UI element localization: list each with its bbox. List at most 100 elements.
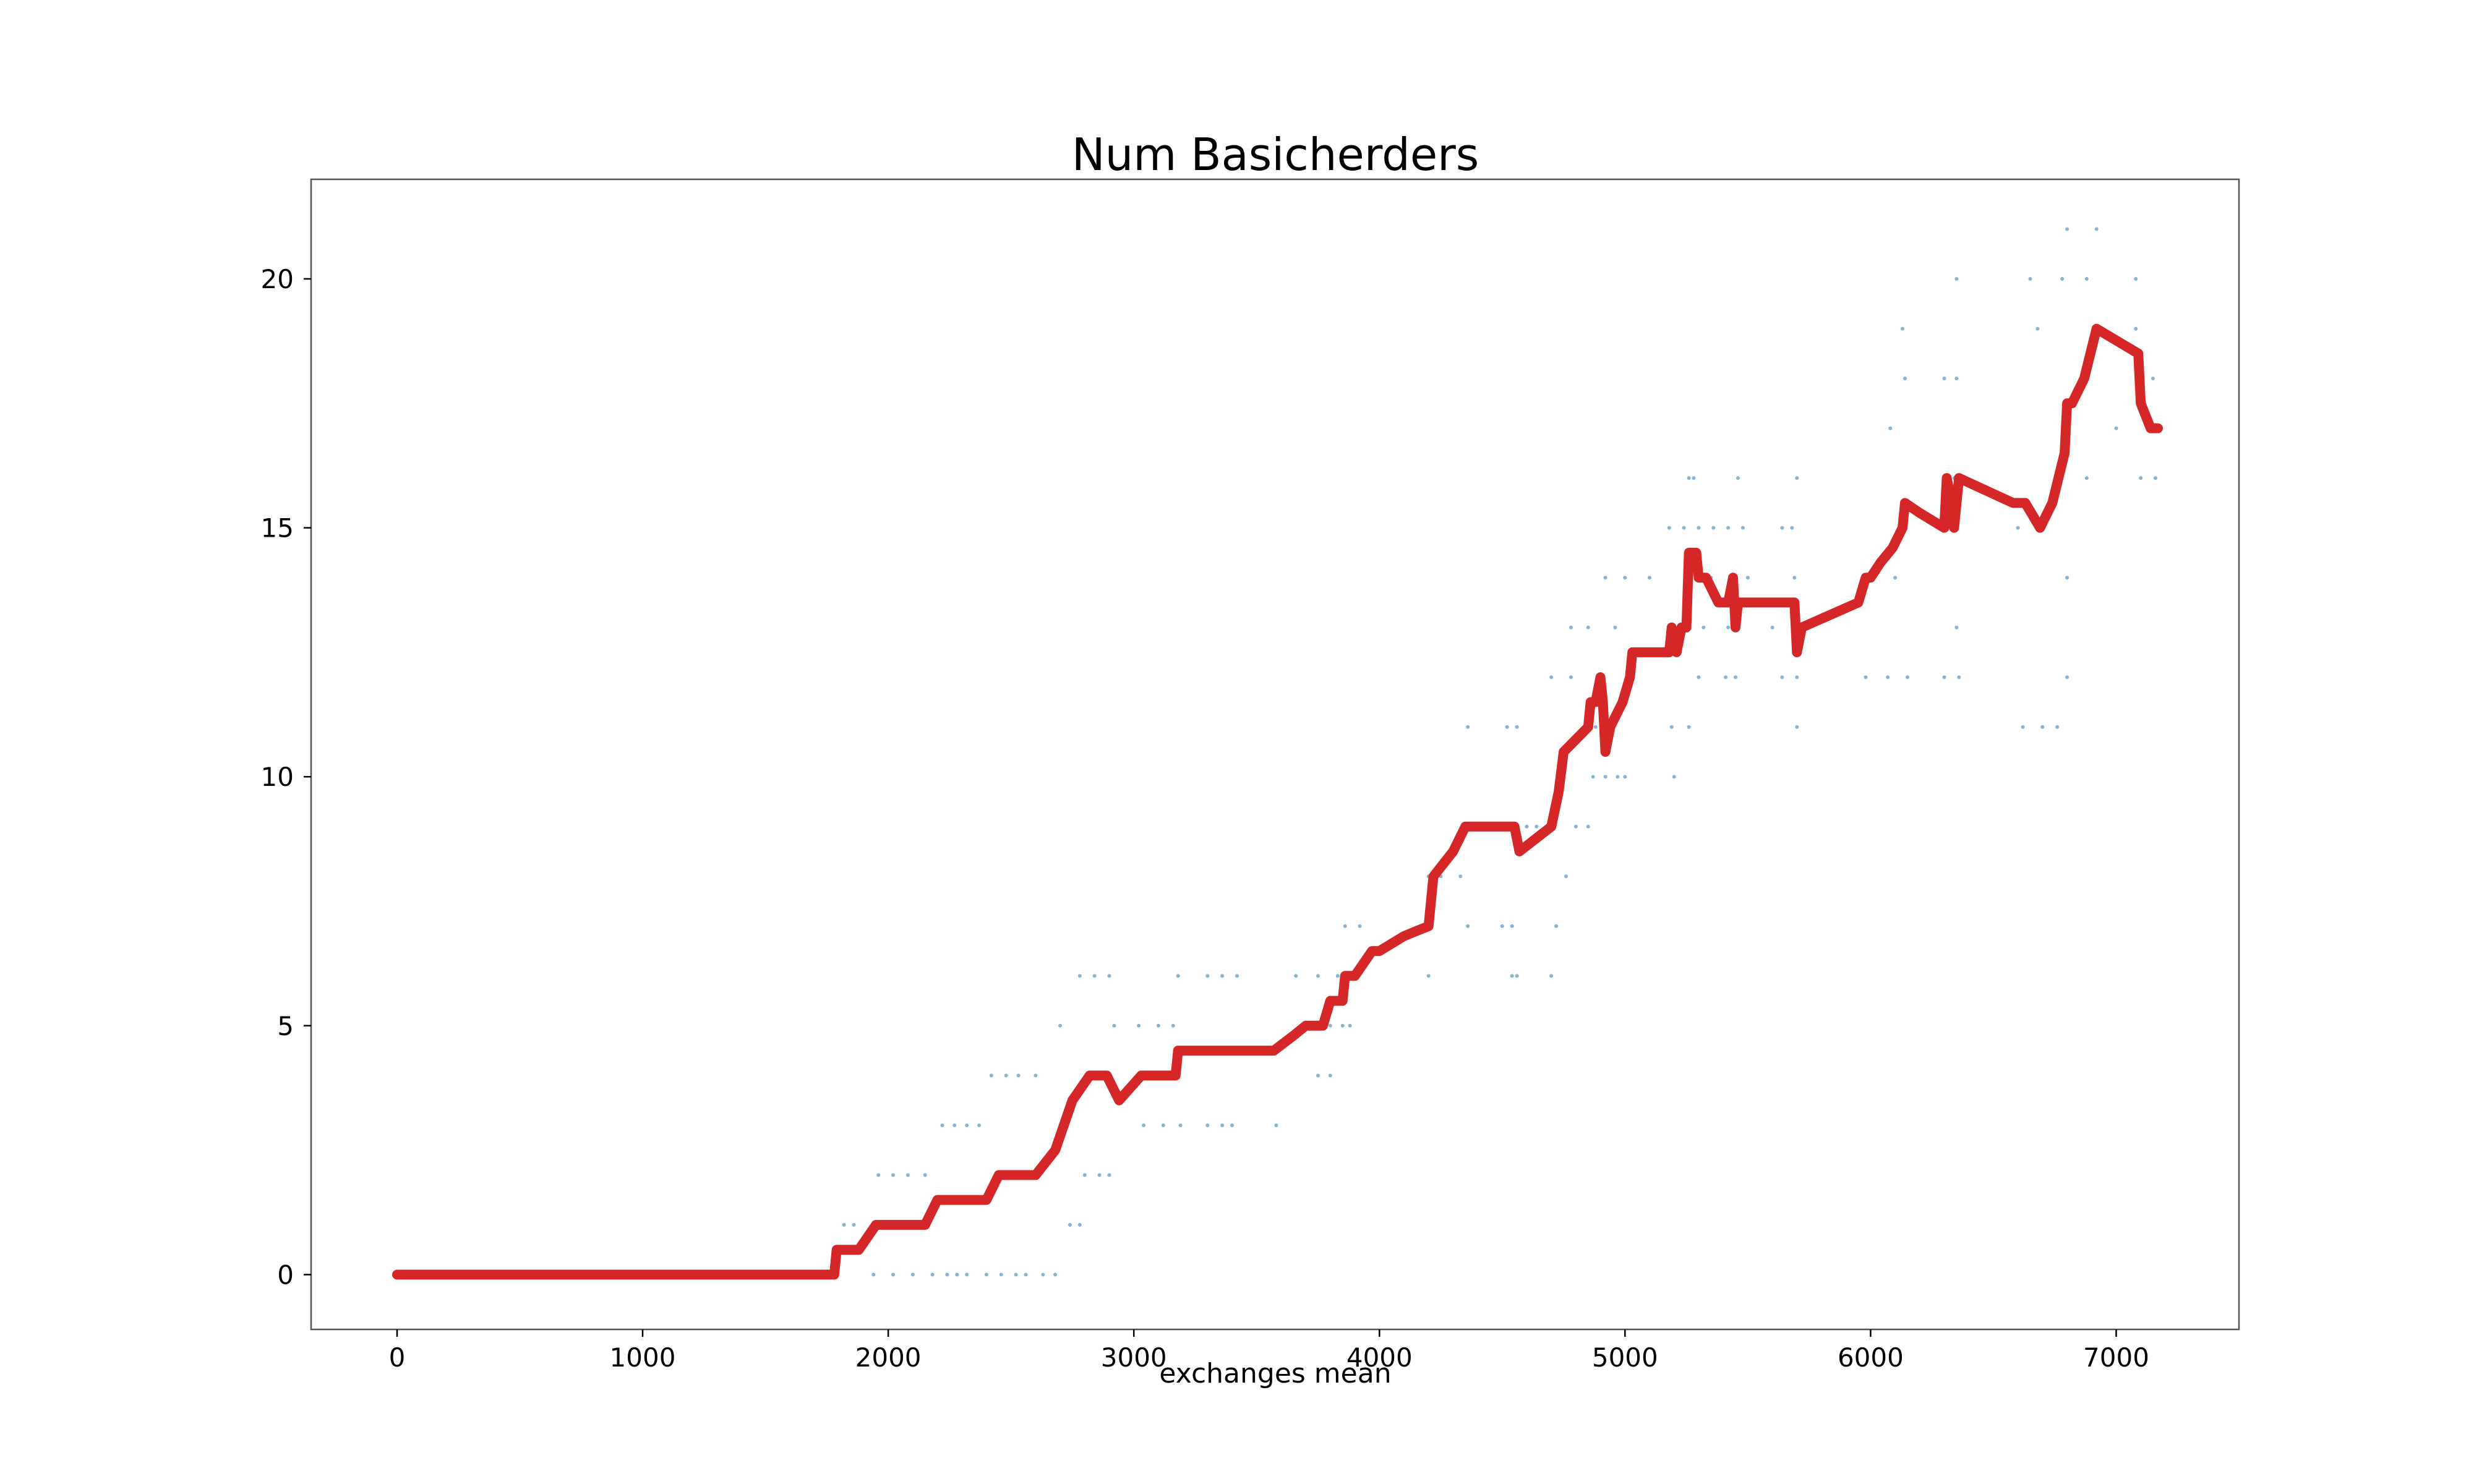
scatter-point xyxy=(1358,924,1362,928)
scatter-point xyxy=(871,1273,876,1277)
scatter-point xyxy=(1888,426,1893,430)
scatter-point xyxy=(1505,725,1509,729)
scatter-point xyxy=(1515,974,1519,978)
scatter-point xyxy=(1745,576,1750,580)
scatter-point xyxy=(1780,675,1784,680)
scatter-point xyxy=(1697,526,1701,530)
scatter-point xyxy=(1623,775,1627,779)
scatter-point xyxy=(1780,526,1784,530)
scatter-point xyxy=(1041,1273,1045,1277)
scatter-point xyxy=(1328,1023,1332,1028)
scatter-point xyxy=(1692,476,1696,480)
scatter-point xyxy=(930,1273,935,1277)
scatter-point xyxy=(1534,824,1539,829)
scatter-point xyxy=(852,1222,856,1227)
scatter-point xyxy=(2134,326,2138,331)
scatter-point xyxy=(1092,974,1097,978)
scatter-point xyxy=(1954,625,1959,629)
scatter-point xyxy=(965,1123,969,1127)
scatter-point xyxy=(1893,576,1898,580)
scatter-point xyxy=(1623,576,1627,580)
scatter-point xyxy=(1792,576,1797,580)
scatter-point xyxy=(1603,775,1607,779)
scatter-point xyxy=(1667,526,1671,530)
scatter-point xyxy=(1616,775,1620,779)
scatter-point xyxy=(1954,277,1959,281)
scatter-point xyxy=(1171,1023,1175,1028)
y-tick-label: 10 xyxy=(261,762,294,792)
scatter-point xyxy=(2084,476,2089,480)
x-tick-label: 1000 xyxy=(610,1342,676,1373)
scatter-point xyxy=(1942,377,1946,381)
scatter-point xyxy=(1016,1073,1021,1078)
scatter-point xyxy=(1711,526,1716,530)
scatter-point xyxy=(1004,1073,1008,1078)
scatter-point xyxy=(1034,1073,1038,1078)
scatter-point xyxy=(955,1273,959,1277)
scatter-point xyxy=(1343,924,1347,928)
scatter-point xyxy=(1097,1173,1102,1177)
scatter-point xyxy=(1795,675,1799,680)
scatter-point xyxy=(1156,1023,1160,1028)
scatter-point xyxy=(1726,625,1731,629)
scatter-point xyxy=(989,1073,993,1078)
scatter-point xyxy=(1077,974,1082,978)
scatter-point xyxy=(1348,1023,1352,1028)
scatter-point xyxy=(891,1273,896,1277)
scatter-point xyxy=(1613,625,1617,629)
scatter-point xyxy=(965,1273,969,1277)
scatter-point xyxy=(910,1273,915,1277)
scatter-point xyxy=(2114,426,2118,430)
scatter-point xyxy=(1591,775,1595,779)
x-tick-label: 3000 xyxy=(1101,1342,1167,1373)
scatter-point xyxy=(2016,526,2020,530)
scatter-point xyxy=(1340,1023,1345,1028)
scatter-point xyxy=(1669,725,1674,729)
scatter-point xyxy=(1082,1173,1087,1177)
scatter-point xyxy=(1790,526,1794,530)
scatter-point xyxy=(2040,725,2045,729)
scatter-point xyxy=(1734,675,1737,680)
scatter-point xyxy=(2035,326,2040,331)
scatter-point xyxy=(1220,1123,1225,1127)
scatter-point xyxy=(1426,974,1431,978)
scatter-point xyxy=(2084,277,2089,281)
scatter-point xyxy=(1770,625,1774,629)
scatter-point xyxy=(1205,1123,1210,1127)
scatter-point xyxy=(2134,277,2138,281)
scatter-point xyxy=(1687,725,1691,729)
x-tick-label: 0 xyxy=(389,1342,406,1373)
scatter-point xyxy=(1335,974,1340,978)
scatter-point xyxy=(1682,526,1686,530)
scatter-point xyxy=(905,1173,910,1177)
y-tick-label: 15 xyxy=(261,513,294,544)
scatter-point xyxy=(1178,1123,1183,1127)
scatter-point xyxy=(1316,1073,1320,1078)
scatter-point xyxy=(1176,974,1180,978)
scatter-point xyxy=(1864,675,1868,680)
x-tick-label: 5000 xyxy=(1592,1342,1658,1373)
scatter-point xyxy=(1901,326,1904,331)
scatter-points xyxy=(842,227,2157,1277)
scatter-point xyxy=(1458,874,1463,879)
scatter-point xyxy=(1466,725,1470,729)
scatter-point xyxy=(940,1123,944,1127)
scatter-point xyxy=(1235,974,1239,978)
scatter-point xyxy=(1549,974,1554,978)
scatter-point xyxy=(1586,625,1590,629)
scatter-point xyxy=(1316,974,1320,978)
x-axis-ticks: 0 1000 2000 3000 4000 5000 6000 7000 xyxy=(389,1329,2149,1373)
scatter-point xyxy=(2055,725,2060,729)
scatter-point xyxy=(1161,1123,1165,1127)
scatter-point xyxy=(2139,476,2143,480)
scatter-point xyxy=(1573,824,1578,829)
scatter-point xyxy=(1510,924,1514,928)
scatter-point xyxy=(1500,924,1504,928)
scatter-point xyxy=(1294,974,1298,978)
scatter-point xyxy=(1525,824,1529,829)
scatter-point xyxy=(984,1273,988,1277)
y-tick-label: 20 xyxy=(261,264,294,294)
scatter-point xyxy=(945,1273,949,1277)
scatter-point xyxy=(1014,1273,1018,1277)
scatter-point xyxy=(1466,924,1470,928)
